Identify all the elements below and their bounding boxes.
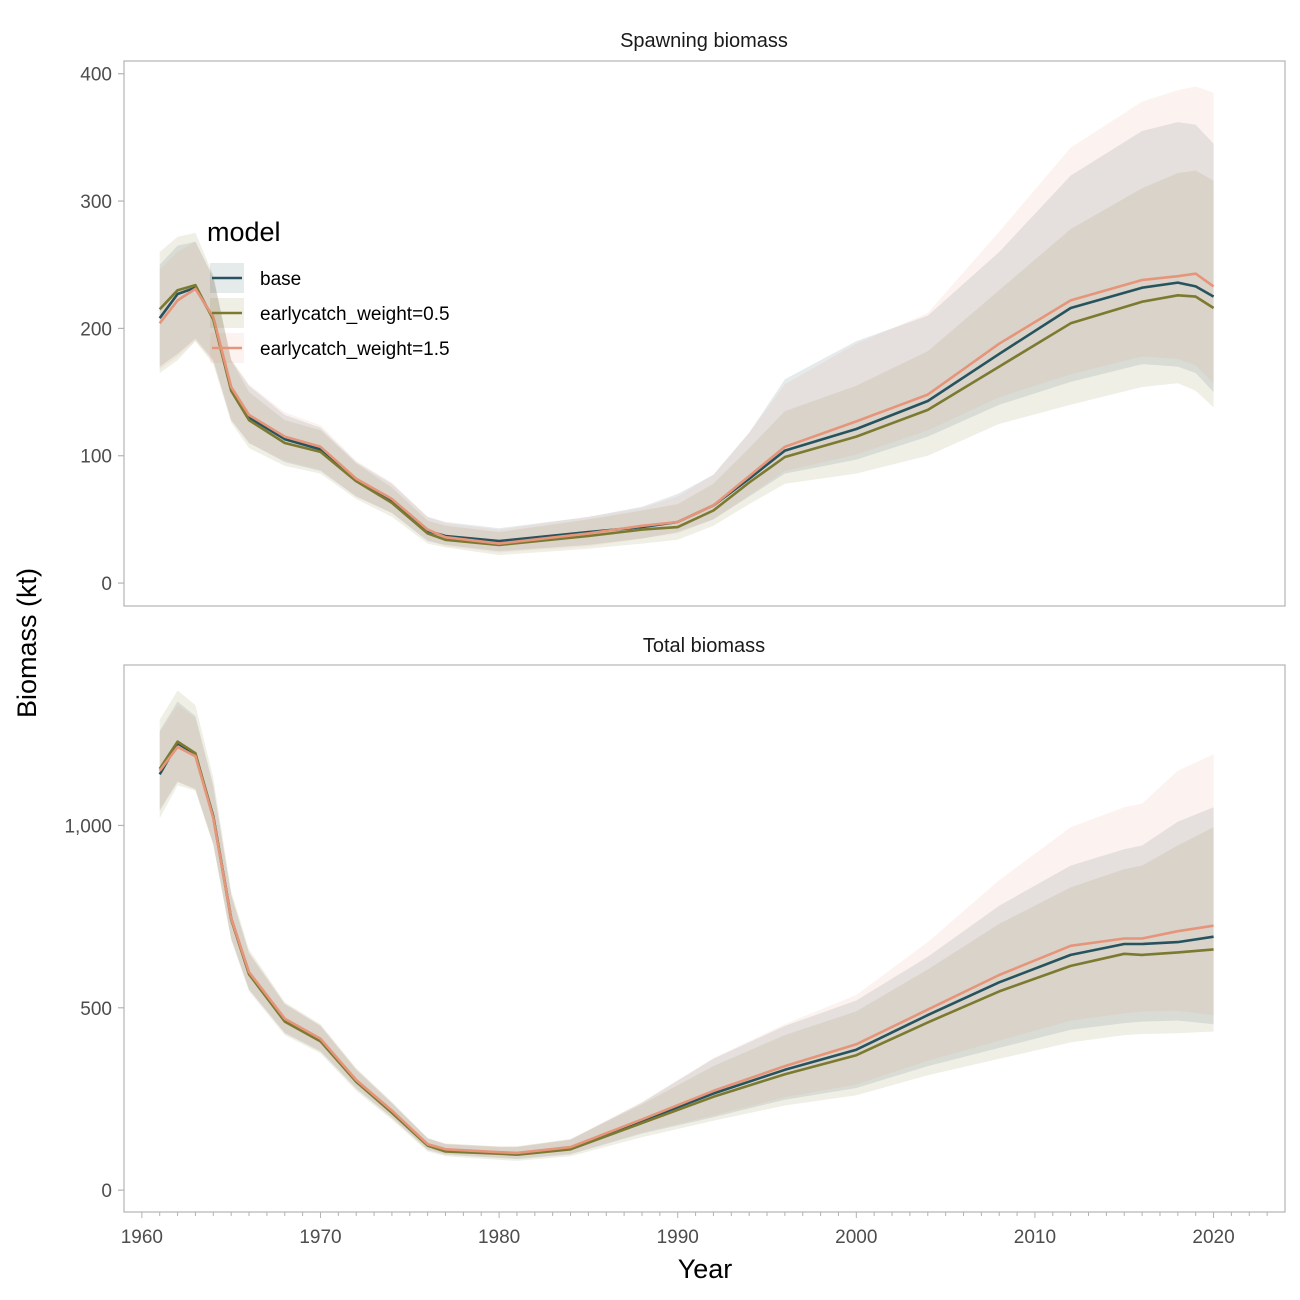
x-tick-label: 2020 xyxy=(1192,1227,1234,1248)
y-tick-label: 200 xyxy=(80,319,112,340)
y-tick-label: 100 xyxy=(80,447,112,468)
x-tick-label: 2010 xyxy=(1014,1227,1056,1248)
y-tick-label: 0 xyxy=(101,574,112,595)
y-tick-label: 0 xyxy=(101,1181,112,1202)
panel-frame xyxy=(123,60,1286,607)
y-tick-label: 400 xyxy=(80,65,112,86)
x-axis: 1960 1970 1980 1990 2000 2010 2020 xyxy=(121,1212,1268,1248)
legend-title: model xyxy=(207,217,281,247)
ci-band-earlycatch-weight-1-5 xyxy=(159,86,1214,553)
panel-frame xyxy=(123,664,1286,1213)
ci-band-base xyxy=(159,701,1214,1160)
series-line-earlycatch-weight-1-5 xyxy=(158,745,1214,1155)
series-line-earlycatch-weight-1-5 xyxy=(158,272,1215,545)
legend-label-earlycatch-weight-1-5: earlycatch_weight=1.5 xyxy=(260,339,450,360)
total-biomass-panel: Total biomass 0 500 1,000 xyxy=(64,635,1286,1213)
y-axis-title: Biomass (kt) xyxy=(12,568,42,718)
spawning-biomass-panel: Spawning biomass 0 100 200 300 400 xyxy=(80,30,1286,607)
x-axis-title: Year xyxy=(678,1254,733,1284)
y-tick-label: 500 xyxy=(80,999,112,1020)
legend: model base earlycatch_weight=0.5 earlycatc… xyxy=(207,217,450,363)
panel-title-spawning: Spawning biomass xyxy=(620,30,788,52)
ci-band-base xyxy=(159,122,1214,552)
y-tick-label: 300 xyxy=(80,192,112,213)
ci-band-earlycatch-weight-1-5 xyxy=(159,705,1214,1159)
ci-band-earlycatch-weight-0-5 xyxy=(159,690,1214,1161)
x-tick-label: 1990 xyxy=(657,1227,699,1248)
y-tick-label: 1,000 xyxy=(64,816,112,837)
ci-band-earlycatch-weight-0-5 xyxy=(159,170,1214,556)
x-tick-label: 2000 xyxy=(835,1227,877,1248)
panel-title-total: Total biomass xyxy=(643,635,765,657)
legend-label-base: base xyxy=(260,269,301,290)
x-tick-label: 1980 xyxy=(478,1227,520,1248)
x-tick-label: 1970 xyxy=(299,1227,341,1248)
series-line-earlycatch-weight-0-5 xyxy=(158,283,1215,547)
x-tick-label: 1960 xyxy=(121,1227,163,1248)
legend-label-earlycatch-weight-0-5: earlycatch_weight=0.5 xyxy=(260,304,450,325)
